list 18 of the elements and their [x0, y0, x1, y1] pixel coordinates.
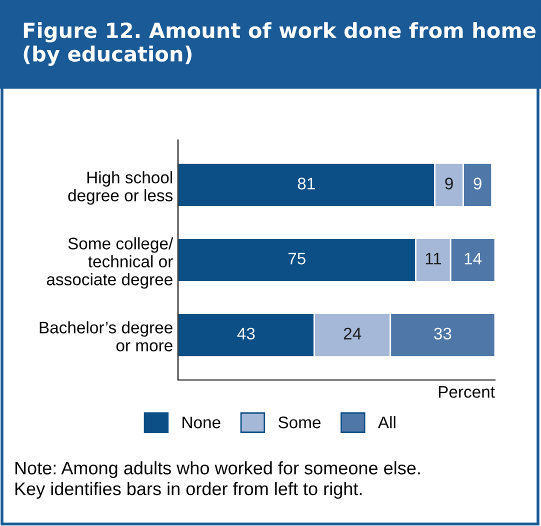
legend-label: Some [278, 416, 321, 428]
data-label: 43 [237, 328, 255, 340]
data-label: 11 [426, 252, 442, 264]
chart-title: Figure 12. Amount of work done from home (by education) [24, 22, 536, 66]
legend-label: All [378, 416, 396, 428]
data-label: 75 [288, 252, 306, 264]
data-label: 9 [445, 178, 453, 190]
data-label: 24 [344, 328, 362, 340]
text: Note: Among adults who worked for someone else. Key identifies bars in order from left to right. [15, 461, 420, 499]
x-axis-title: Percent [438, 386, 495, 398]
y-tick-label: High school degree or less [68, 171, 173, 205]
y-tick-label: Bachelor’s degree or more [40, 321, 172, 352]
data-label: 81 [298, 178, 315, 190]
data-label: 9 [474, 178, 482, 190]
legend-label: None [182, 416, 220, 428]
data-label: 14 [464, 252, 482, 264]
data-label: 33 [434, 328, 452, 340]
y-tick-label: Some college/ technical or associate degree [46, 237, 174, 289]
